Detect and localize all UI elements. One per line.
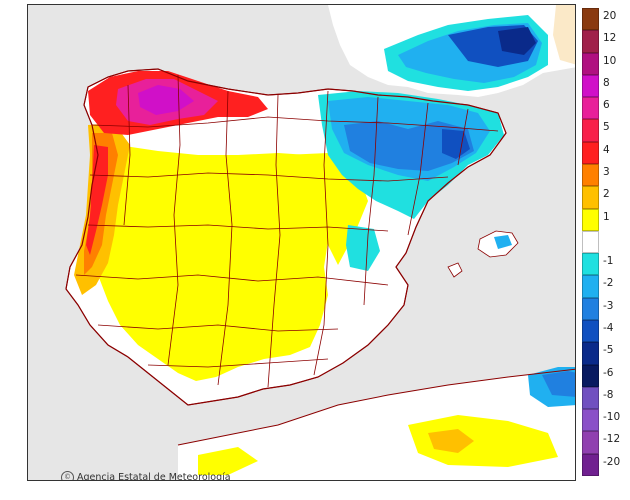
legend-tick-label: 1 bbox=[603, 210, 610, 223]
legend-swatch bbox=[582, 342, 599, 365]
far-ne-land bbox=[553, 5, 575, 65]
ibiza-island bbox=[447, 262, 463, 278]
legend-swatch bbox=[582, 275, 599, 298]
anomaly-positive-10-nw bbox=[138, 85, 194, 115]
anomaly-positive-5-west-coast bbox=[86, 145, 108, 255]
legend-tick-label: 20 bbox=[603, 10, 617, 22]
legend-tick-label: 2 bbox=[603, 188, 610, 201]
legend-tick-label: -5 bbox=[603, 344, 614, 357]
legend-swatch bbox=[582, 8, 599, 31]
aemet-watermark: aemet bbox=[518, 463, 576, 481]
legend-swatch bbox=[582, 320, 599, 343]
anomaly-map: © Agencia Estatal de Meteorología aemet bbox=[27, 4, 576, 481]
map-svg bbox=[28, 5, 575, 480]
legend-tick-label: 5 bbox=[603, 121, 610, 134]
legend-tick-label: -4 bbox=[603, 322, 614, 334]
legend-tick-label: 10 bbox=[603, 54, 617, 67]
africa-coastline bbox=[177, 368, 575, 446]
legend-swatch bbox=[582, 52, 599, 75]
legend-tick-label: -2 bbox=[603, 277, 614, 290]
legend-swatch bbox=[582, 141, 599, 164]
legend-tick-label: -1 bbox=[603, 255, 614, 268]
anomaly-negative-2-balearic bbox=[494, 235, 512, 249]
copyright-icon: © bbox=[61, 471, 74, 480]
anomaly-positive-1-center bbox=[96, 145, 338, 381]
legend-swatch bbox=[582, 119, 599, 142]
legend-swatch bbox=[582, 453, 599, 476]
legend-swatch bbox=[582, 74, 599, 98]
legend-tick-label: -3 bbox=[603, 299, 614, 312]
legend-swatch bbox=[582, 386, 599, 410]
legend-swatch bbox=[582, 30, 599, 53]
legend-tick-label: -20 bbox=[603, 455, 621, 468]
iberia-coastline bbox=[65, 68, 507, 406]
legend-swatch bbox=[582, 208, 599, 231]
legend-swatch bbox=[582, 253, 599, 276]
anomaly-negative-3-se bbox=[542, 371, 575, 397]
legend-swatch bbox=[582, 409, 599, 432]
legend-tick-label: 4 bbox=[603, 143, 610, 156]
legend-tick-label: -12 bbox=[603, 433, 621, 446]
legend-swatch bbox=[582, 97, 599, 120]
legend-swatch bbox=[582, 230, 599, 254]
credit-text: Agencia Estatal de Meteorología bbox=[77, 472, 231, 481]
legend-swatch bbox=[582, 186, 599, 209]
legend-tick-label: -8 bbox=[603, 388, 614, 401]
legend-swatch bbox=[582, 297, 599, 320]
legend-swatch bbox=[582, 431, 599, 454]
legend-swatch bbox=[582, 364, 599, 387]
anomaly-negative-1-east bbox=[346, 225, 380, 271]
anomaly-positive-2-africa bbox=[428, 429, 474, 453]
legend-swatch bbox=[582, 164, 599, 187]
legend-tick-label: 8 bbox=[603, 76, 610, 89]
legend-tick-label: 3 bbox=[603, 166, 610, 178]
province-borders bbox=[75, 74, 499, 388]
color-legend: 20 12 10 8 6 5 4 3 2 1 -1 -2 -3 -4 -5 -6 -8 -10 -12 -20 bbox=[582, 8, 630, 476]
anomaly-positive-1-ne-africa bbox=[198, 447, 258, 475]
legend-tick-label: 12 bbox=[603, 32, 617, 45]
anomaly-positive-1-south-africa bbox=[408, 415, 558, 467]
legend-tick-label: -10 bbox=[603, 411, 621, 424]
anomaly-negative-5-france bbox=[498, 27, 536, 55]
legend-tick-label: 6 bbox=[603, 99, 610, 112]
agency-credit: © Agencia Estatal de Meteorología bbox=[61, 471, 231, 481]
legend-tick-label: -6 bbox=[603, 366, 614, 379]
